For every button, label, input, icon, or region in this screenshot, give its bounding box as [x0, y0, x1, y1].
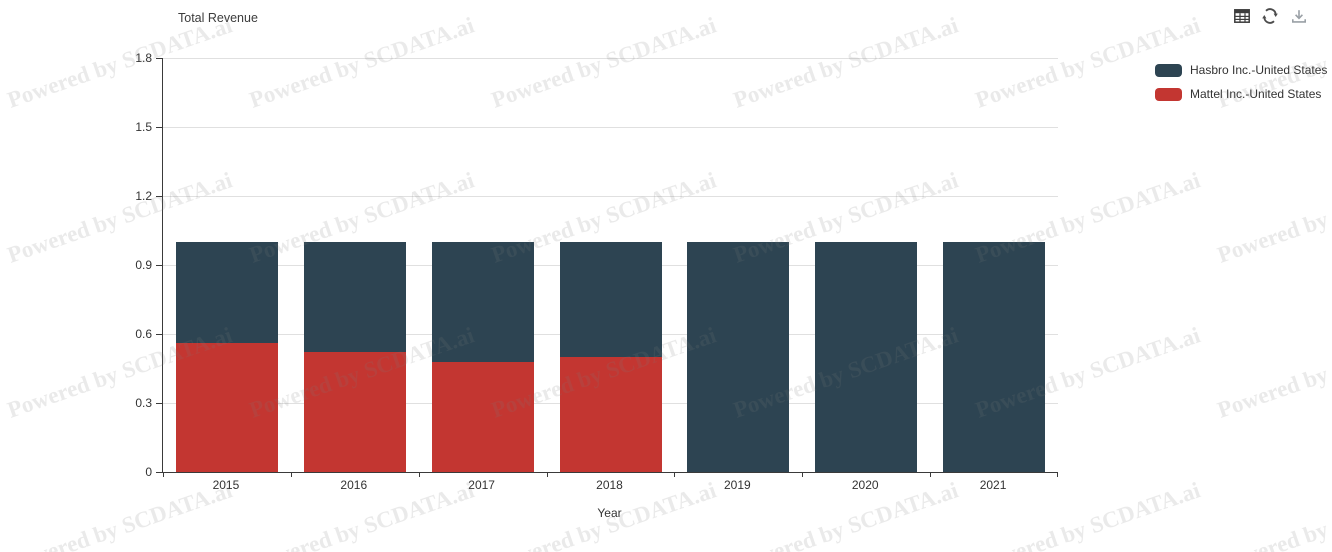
legend: Hasbro Inc.-United States Mattel Inc.-Un…: [1155, 63, 1327, 111]
gridline: [163, 127, 1058, 128]
y-axis-tick: [156, 334, 163, 335]
x-axis-label: 2019: [723, 478, 751, 492]
y-axis-label: 1.5: [135, 120, 152, 134]
download-button[interactable]: [1289, 7, 1309, 26]
gridline: [163, 58, 1058, 59]
bar-mattel-2018[interactable]: [559, 357, 662, 472]
x-axis-label: 2017: [468, 478, 495, 492]
x-axis-label: 2016: [340, 478, 368, 492]
bar-hasbro-2021[interactable]: [943, 242, 1046, 472]
x-axis-label: 2021: [979, 478, 1007, 492]
x-axis-tick: [674, 472, 676, 477]
y-axis-label: 0: [145, 465, 152, 479]
y-axis-tick: [156, 127, 163, 128]
x-axis-title: Year: [597, 506, 622, 520]
watermark: Powered by SCDATA.ai: [1214, 167, 1332, 268]
y-axis-tick: [156, 472, 163, 473]
legend-swatch-mattel: [1155, 87, 1182, 101]
bar-hasbro-2019[interactable]: [687, 242, 790, 472]
chart-title: Total Revenue: [178, 11, 258, 25]
x-axis-tick: [290, 472, 292, 477]
toolbar: [1233, 6, 1309, 26]
legend-item-hasbro[interactable]: Hasbro Inc.-United States: [1155, 63, 1327, 77]
refresh-icon: [1261, 8, 1279, 28]
x-axis-label: 2020: [851, 478, 879, 492]
gridline: [163, 196, 1058, 197]
bar-hasbro-2018[interactable]: [559, 242, 662, 357]
watermark: Powered by SCDATA.ai: [1214, 477, 1332, 552]
data-view-icon: [1234, 9, 1250, 27]
bar-mattel-2017[interactable]: [431, 361, 534, 472]
x-axis-tick: [163, 472, 164, 477]
x-axis-tick: [418, 472, 420, 477]
legend-item-mattel[interactable]: Mattel Inc.-United States: [1155, 87, 1327, 101]
x-axis-tick: [802, 472, 804, 477]
bar-hasbro-2016[interactable]: [303, 242, 406, 353]
legend-label-hasbro: Hasbro Inc.-United States: [1190, 63, 1328, 77]
x-axis-tick: [930, 472, 932, 477]
x-axis-tick: [546, 472, 548, 477]
x-axis-label: 2018: [596, 478, 623, 492]
y-axis-label: 0.3: [135, 396, 152, 410]
plot-area: [156, 58, 1058, 477]
y-axis-tick: [156, 265, 163, 266]
bar-mattel-2016[interactable]: [303, 352, 406, 472]
legend-swatch-hasbro: [1155, 63, 1182, 77]
x-axis-tick: [1057, 472, 1058, 477]
bar-hasbro-2017[interactable]: [431, 242, 534, 362]
legend-label-mattel: Mattel Inc.-United States: [1190, 87, 1322, 101]
y-axis-tick: [156, 403, 163, 404]
y-axis-tick: [156, 58, 163, 59]
bar-hasbro-2015[interactable]: [175, 242, 278, 344]
data-view-button[interactable]: [1233, 7, 1251, 25]
y-axis-label: 1.8: [135, 51, 152, 65]
bar-mattel-2015[interactable]: [175, 343, 278, 472]
y-axis-label: 0.6: [135, 327, 152, 341]
refresh-button[interactable]: [1260, 6, 1280, 26]
y-axis-label: 1.2: [135, 189, 152, 203]
y-axis-tick: [156, 196, 163, 197]
y-axis-label: 0.9: [135, 258, 152, 272]
download-icon: [1290, 9, 1308, 28]
watermark: Powered by SCDATA.ai: [1214, 322, 1332, 423]
x-axis-label: 2015: [212, 478, 240, 492]
bar-hasbro-2020[interactable]: [815, 242, 918, 472]
